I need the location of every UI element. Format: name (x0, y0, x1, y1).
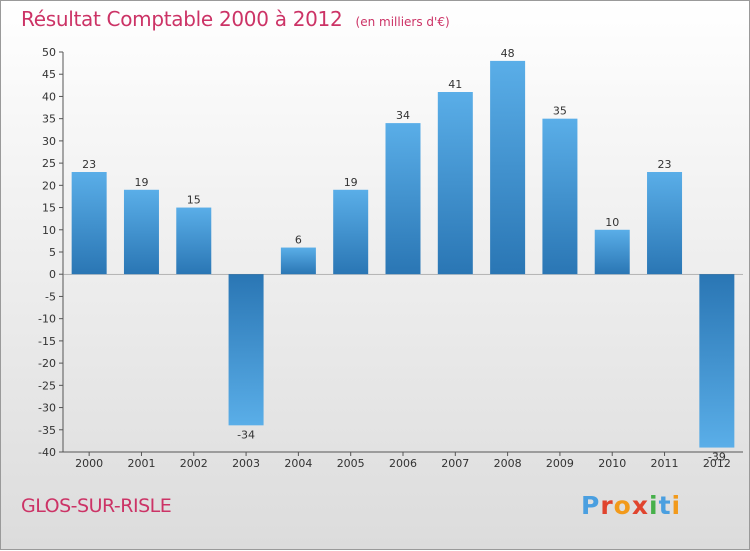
place-name: GLOS-SUR-RISLE (21, 495, 172, 517)
x-tick-label: 2006 (389, 457, 417, 470)
y-tick-label: 0 (49, 268, 56, 281)
y-tick-label: 10 (42, 224, 56, 237)
y-tick-label: 25 (42, 157, 56, 170)
bar (490, 60, 526, 275)
y-tick-label: -25 (38, 379, 56, 392)
data-label: 10 (605, 216, 619, 229)
y-tick-label: 45 (42, 68, 56, 81)
bar (228, 274, 264, 426)
y-tick-label: -15 (38, 335, 56, 348)
data-label: 23 (658, 158, 672, 171)
x-tick-label: 2012 (703, 457, 731, 470)
x-tick-label: 2010 (598, 457, 626, 470)
data-label: 48 (501, 47, 515, 60)
bar (333, 189, 369, 275)
brand-letter: r (600, 491, 614, 520)
data-label: 34 (396, 109, 410, 122)
y-tick-label: 30 (42, 135, 56, 148)
brand-letter: o (613, 491, 632, 520)
chart-subtitle: (en milliers d'€) (355, 15, 450, 29)
data-label: 6 (295, 234, 302, 247)
brand-letter: x (631, 491, 649, 520)
data-label: 35 (553, 105, 567, 118)
data-label: 19 (344, 176, 358, 189)
data-label: -34 (237, 428, 255, 441)
data-label: 19 (134, 176, 148, 189)
y-tick-label: 15 (42, 202, 56, 215)
chart-title-row: Résultat Comptable 2000 à 2012 (en milli… (21, 7, 450, 31)
data-label: 15 (187, 194, 201, 207)
y-tick-label: -30 (38, 402, 56, 415)
x-tick-label: 2011 (651, 457, 679, 470)
x-tick-label: 2002 (180, 457, 208, 470)
x-tick-label: 2000 (75, 457, 103, 470)
x-tick-label: 2003 (232, 457, 260, 470)
brand-letter: i (671, 491, 682, 520)
bar (280, 247, 316, 275)
brand-letter: P (581, 491, 601, 520)
bar (699, 274, 735, 448)
x-tick-label: 2007 (441, 457, 469, 470)
brand-letter: t (658, 491, 672, 520)
bar (176, 207, 212, 275)
y-tick-label: 20 (42, 179, 56, 192)
data-label: 41 (448, 78, 462, 91)
x-tick-label: 2008 (494, 457, 522, 470)
y-tick-label: 35 (42, 113, 56, 126)
bar (594, 229, 630, 275)
y-tick-label: -35 (38, 424, 56, 437)
bar (123, 189, 159, 275)
y-tick-label: -40 (38, 446, 56, 459)
bar (542, 118, 578, 275)
x-tick-label: 2005 (337, 457, 365, 470)
y-tick-label: 40 (42, 90, 56, 103)
bar (437, 92, 473, 275)
bar (71, 172, 107, 275)
y-tick-label: -20 (38, 357, 56, 370)
y-tick-label: -10 (38, 313, 56, 326)
chart-title: Résultat Comptable 2000 à 2012 (21, 7, 343, 31)
brand-letter: i (649, 491, 659, 520)
data-label: -39 (708, 451, 726, 464)
bar (385, 123, 421, 275)
x-tick-label: 2009 (546, 457, 574, 470)
y-tick-label: -5 (45, 290, 56, 303)
y-tick-label: 5 (49, 246, 56, 259)
x-tick-label: 2001 (127, 457, 155, 470)
data-label: 23 (82, 158, 96, 171)
x-tick-label: 2004 (284, 457, 312, 470)
bar (647, 172, 683, 275)
y-tick-label: 50 (42, 46, 56, 59)
proxiti-logo: Proxiti (581, 491, 681, 520)
